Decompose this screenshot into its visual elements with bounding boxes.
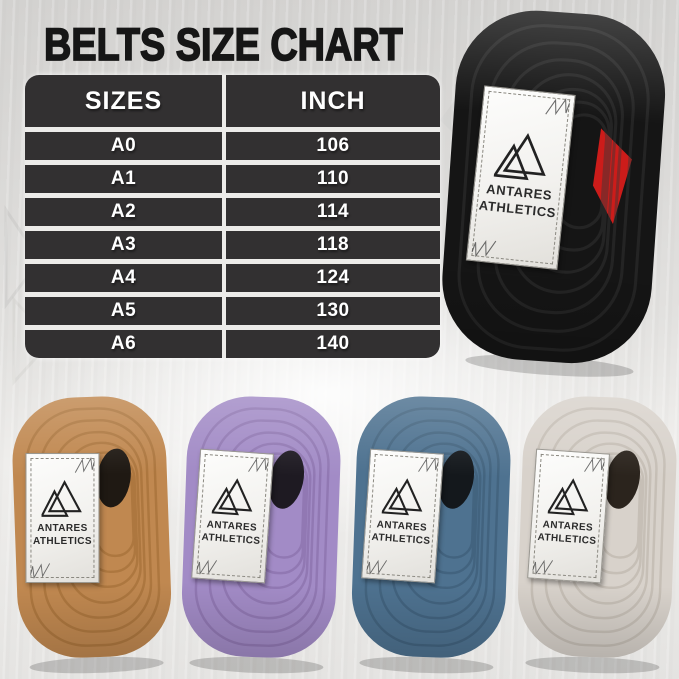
brown-belt-photo: ANTARES ATHLETICS [3, 389, 181, 677]
page-title: BELTS SIZE CHART [43, 19, 403, 71]
inch-cell: 124 [226, 264, 440, 292]
stitch-scribble-icon [74, 457, 95, 473]
black-belt-photo: ANTARES ATHLETICS [425, 0, 679, 384]
brand-label: ANTARES ATHLETICS [465, 85, 576, 270]
table-row: A2 114 [25, 198, 440, 226]
antares-triangle-logo-icon [211, 478, 253, 516]
brand-line2: ATHLETICS [371, 531, 431, 547]
inch-cell: 130 [226, 297, 440, 325]
table-row: A0 106 [25, 132, 440, 160]
stitch-scribble-icon [366, 559, 388, 575]
table-header-row: SIZES INCH [25, 75, 440, 127]
size-cell: A2 [25, 198, 222, 226]
size-cell: A3 [25, 231, 222, 259]
inch-cell: 114 [226, 198, 440, 226]
antares-triangle-logo-icon [547, 478, 589, 516]
stitch-scribble-icon [248, 457, 269, 473]
brand-line2: ATHLETICS [32, 536, 92, 548]
stitch-scribble-icon [532, 559, 554, 575]
brand-label: ANTARES ATHLETICS [361, 448, 445, 584]
white-belt-photo: ANTARES ATHLETICS [508, 389, 679, 677]
inch-cell: 110 [226, 165, 440, 193]
table-row: A1 110 [25, 165, 440, 193]
brand-name: ANTARES ATHLETICS [537, 518, 598, 548]
brand-line2: ATHLETICS [537, 531, 597, 547]
table-row: A6 140 [25, 330, 440, 358]
brand-name: ANTARES ATHLETICS [33, 522, 92, 548]
brand-name: ANTARES ATHLETICS [201, 518, 262, 548]
size-cell: A4 [25, 264, 222, 292]
size-cell: A1 [25, 165, 222, 193]
header-sizes: SIZES [25, 75, 222, 127]
header-inch: INCH [226, 75, 440, 127]
brand-label: ANTARES ATHLETICS [191, 448, 275, 584]
size-cell: A0 [25, 132, 222, 160]
antares-triangle-logo-icon [381, 478, 423, 516]
table-row: A5 130 [25, 297, 440, 325]
stitch-scribble-icon [471, 240, 497, 258]
size-cell: A5 [25, 297, 222, 325]
stitch-scribble-icon [196, 559, 218, 575]
size-chart-table: SIZES INCH A0 106 A1 110 A2 114 A3 118 A… [25, 75, 440, 358]
inch-cell: 140 [226, 330, 440, 358]
size-cell: A6 [25, 330, 222, 358]
brand-label: ANTARES ATHLETICS [25, 453, 100, 584]
stitch-scribble-icon [30, 563, 51, 580]
antares-triangle-logo-icon [493, 132, 546, 181]
brand-name: ANTARES ATHLETICS [371, 518, 432, 548]
brand-label: ANTARES ATHLETICS [527, 448, 611, 584]
blue-belt-photo: ANTARES ATHLETICS [342, 389, 520, 677]
stitch-scribble-icon [545, 97, 570, 116]
table-row: A3 118 [25, 231, 440, 259]
stitch-scribble-icon [418, 457, 439, 473]
stitch-scribble-icon [584, 457, 605, 473]
brand-name: ANTARES ATHLETICS [478, 181, 558, 223]
brand-line2: ATHLETICS [201, 531, 261, 547]
inch-cell: 118 [226, 231, 440, 259]
table-row: A4 124 [25, 264, 440, 292]
antares-triangle-logo-icon [41, 480, 82, 517]
inch-cell: 106 [226, 132, 440, 160]
brand-line1: ANTARES [37, 523, 88, 535]
purple-belt-photo: ANTARES ATHLETICS [172, 389, 350, 677]
